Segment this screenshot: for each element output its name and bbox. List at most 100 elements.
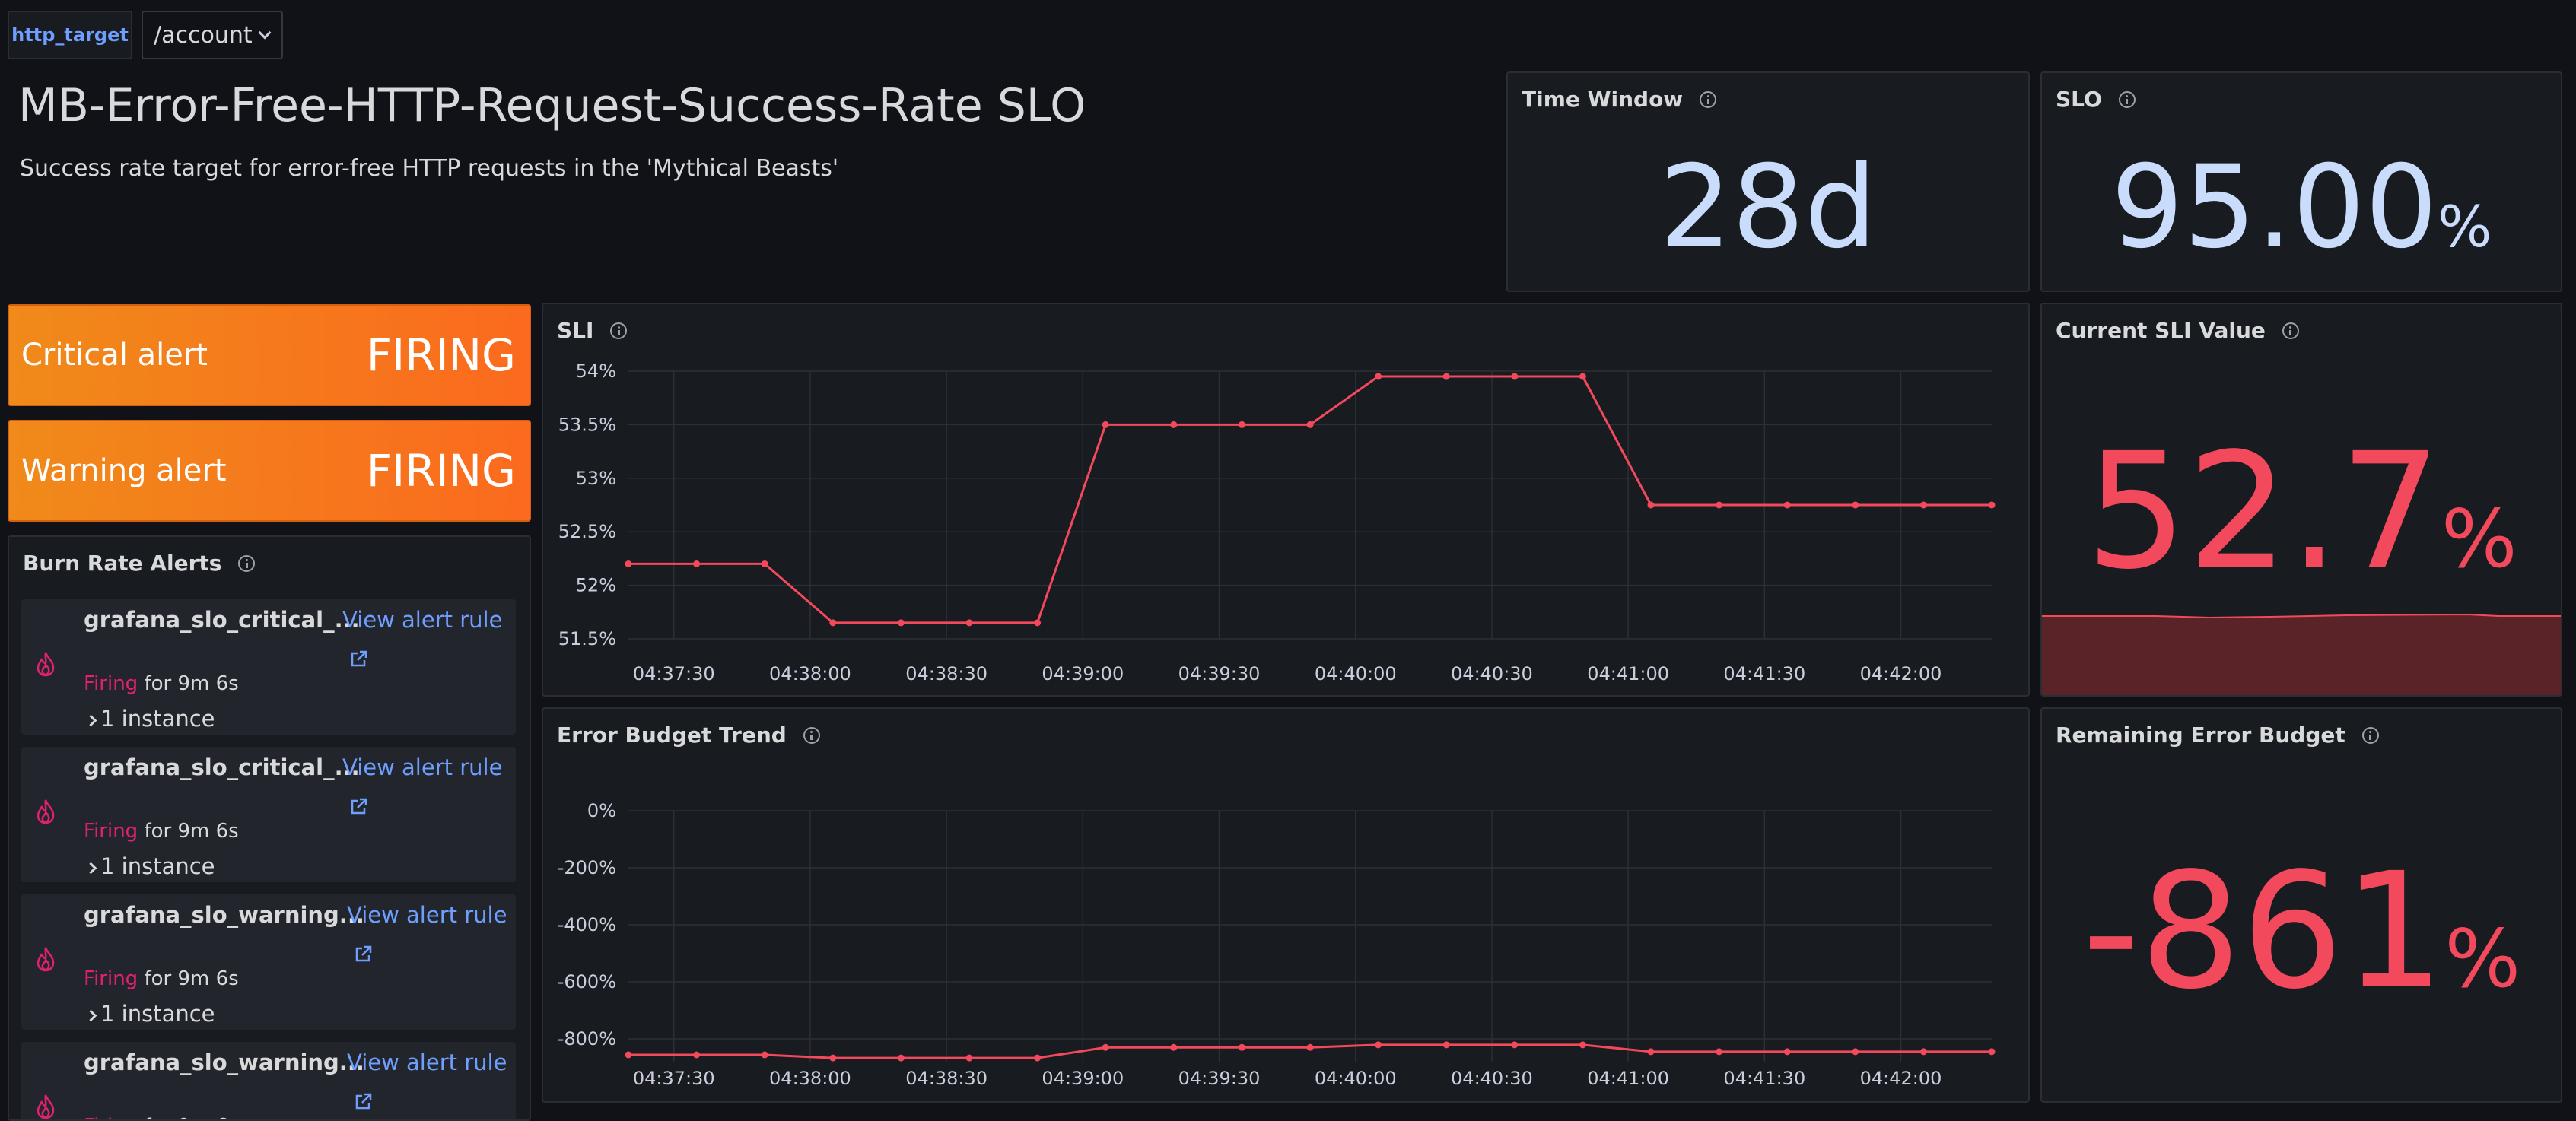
alert-rule-name: grafana_slo_warning... (84, 902, 364, 928)
x-tick-label: 04:41:30 (1723, 1068, 1805, 1089)
burn-rate-alerts-panel: Burn Rate Alerts grafana_slo_critical_..… (8, 535, 531, 1121)
info-icon[interactable] (1700, 91, 1717, 108)
chevron-right-icon[interactable] (84, 1009, 97, 1022)
data-point (693, 1051, 701, 1059)
x-tick-label: 04:40:30 (1451, 1068, 1533, 1089)
info-icon[interactable] (238, 554, 256, 572)
x-tick-label: 04:42:00 (1860, 663, 1942, 684)
account-select-value: /account (154, 21, 253, 49)
slo-title-row: SLO (2056, 87, 2136, 112)
data-point (965, 1054, 973, 1062)
error-budget-title-row: Error Budget Trend (557, 722, 820, 748)
remaining-budget-value: -861% (2042, 838, 2561, 1024)
chevron-right-icon[interactable] (84, 714, 97, 727)
chevron-right-icon[interactable] (84, 862, 97, 875)
current-sli-number: 52.7 (2085, 418, 2441, 605)
slo-unit: % (2438, 193, 2492, 260)
x-tick-label: 04:41:00 (1587, 663, 1669, 684)
external-link-icon[interactable] (348, 649, 368, 669)
slo-number: 95.00 (2110, 141, 2438, 274)
y-tick-label: 0% (587, 800, 616, 821)
firing-duration: for 9m 6s (144, 1115, 238, 1119)
external-link-icon[interactable] (353, 945, 373, 964)
y-tick-label: 53% (576, 468, 616, 489)
burn-rate-title-row: Burn Rate Alerts (23, 551, 256, 576)
y-tick-label: -400% (558, 914, 616, 935)
view-alert-rule-link[interactable]: View alert rule (342, 754, 503, 780)
y-tick-label: 53.5% (558, 414, 616, 435)
remaining-budget-title-row: Remaining Error Budget (2056, 722, 2379, 748)
firing-duration: for 9m 6s (144, 967, 239, 990)
x-tick-label: 04:39:00 (1042, 1068, 1124, 1089)
alert-rule-row[interactable]: grafana_slo_warning... View alert rule F… (21, 894, 516, 1030)
page-title: MB-Error-Free-HTTP-Request-Success-Rate … (18, 79, 1086, 132)
x-tick-label: 04:39:00 (1042, 663, 1124, 684)
data-point (1783, 1048, 1791, 1056)
firing-label: Firing (84, 820, 138, 843)
error-budget-title: Error Budget Trend (557, 722, 787, 748)
data-point (1306, 1043, 1314, 1051)
view-alert-rule-link[interactable]: View alert rule (347, 902, 507, 928)
firing-duration: for 9m 6s (144, 820, 239, 843)
page-description: Success rate target for error-free HTTP … (20, 155, 839, 182)
data-point (1579, 1041, 1586, 1049)
data-point (897, 619, 905, 627)
current-sli-title-row: Current SLI Value (2056, 318, 2299, 343)
view-alert-rule-link[interactable]: View alert rule (342, 607, 503, 633)
alert-rule-row[interactable]: grafana_slo_critical_... View alert rule… (21, 599, 516, 735)
info-icon[interactable] (2361, 726, 2379, 744)
y-tick-label: 52% (576, 575, 616, 596)
alert-status: Firing for 9m 6s (84, 672, 239, 695)
data-point (1647, 501, 1655, 509)
instance-count[interactable]: 1 instance (100, 853, 215, 879)
alert-rule-row[interactable]: grafana_slo_critical_... View alert rule… (21, 747, 516, 882)
fire-icon (37, 652, 55, 677)
current-sli-unit: % (2441, 493, 2517, 586)
data-point (829, 619, 837, 627)
remaining-budget-number: -861 (2081, 838, 2445, 1024)
info-icon[interactable] (2282, 322, 2299, 339)
y-tick-label: -200% (558, 857, 616, 878)
fire-icon (37, 1094, 55, 1119)
instance-count[interactable]: 1 instance (100, 1001, 215, 1027)
data-point (1034, 1054, 1042, 1062)
x-tick-label: 04:42:00 (1860, 1068, 1942, 1089)
info-icon[interactable] (610, 322, 628, 339)
data-point (1170, 421, 1178, 428)
x-tick-label: 04:41:30 (1723, 663, 1805, 684)
x-tick-label: 04:40:00 (1315, 1068, 1397, 1089)
info-icon[interactable] (2118, 91, 2136, 108)
time-window-panel: Time Window 28d (1506, 71, 2030, 292)
info-icon[interactable] (803, 726, 820, 744)
alert-rule-name: grafana_slo_critical_... (84, 607, 360, 633)
data-point (1988, 501, 1996, 509)
x-tick-label: 04:40:30 (1451, 663, 1533, 684)
slo-title: SLO (2056, 87, 2102, 112)
current-sli-sparkline (2042, 613, 2561, 695)
data-point (1852, 501, 1859, 509)
data-point (1579, 373, 1586, 380)
instance-count[interactable]: 1 instance (100, 706, 215, 732)
view-alert-rule-link[interactable]: View alert rule (347, 1050, 507, 1075)
external-link-icon[interactable] (348, 797, 368, 817)
sli-chart[interactable]: 54% 53.5% 53% 52.5% 52% 51.5% 04:37:30 04:38:00… (543, 304, 2028, 695)
account-select[interactable]: /account (142, 11, 283, 59)
data-point (761, 560, 768, 567)
data-point (829, 1054, 837, 1062)
remaining-budget-unit: % (2444, 913, 2521, 1005)
x-tick-label: 04:38:00 (769, 663, 851, 684)
data-point (1647, 1048, 1655, 1056)
time-window-title: Time Window (1522, 87, 1684, 112)
current-sli-panel: Current SLI Value 52.7% (2040, 303, 2562, 697)
alert-rule-name: grafana_slo_warning... (84, 1050, 364, 1075)
x-tick-label: 04:41:00 (1587, 1068, 1669, 1089)
warning-alert-banner: Warning alert FIRING (8, 420, 531, 522)
variable-label: http_target (8, 11, 132, 59)
data-point (1102, 421, 1109, 428)
error-budget-chart[interactable]: 0% -200% -400% -600% -800% 04:37:30 04:38:00 04… (543, 709, 2028, 1101)
error-budget-trend-panel: Error Budget Trend 0% -200% -400% -600% -800… (542, 707, 2030, 1103)
data-point (1511, 1041, 1519, 1049)
external-link-icon[interactable] (353, 1092, 373, 1112)
slo-panel: SLO 95.00% (2040, 71, 2562, 292)
alert-rule-row[interactable]: grafana_slo_warning... View alert rule F… (21, 1042, 516, 1119)
